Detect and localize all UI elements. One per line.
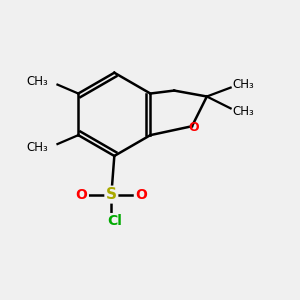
Text: S: S	[106, 187, 117, 202]
Text: O: O	[135, 188, 147, 202]
Text: CH₃: CH₃	[27, 75, 49, 88]
Text: CH₃: CH₃	[232, 78, 254, 91]
Text: O: O	[76, 188, 88, 202]
Text: O: O	[188, 121, 199, 134]
Text: Cl: Cl	[107, 214, 122, 228]
Text: CH₃: CH₃	[232, 105, 254, 118]
Text: CH₃: CH₃	[27, 140, 49, 154]
